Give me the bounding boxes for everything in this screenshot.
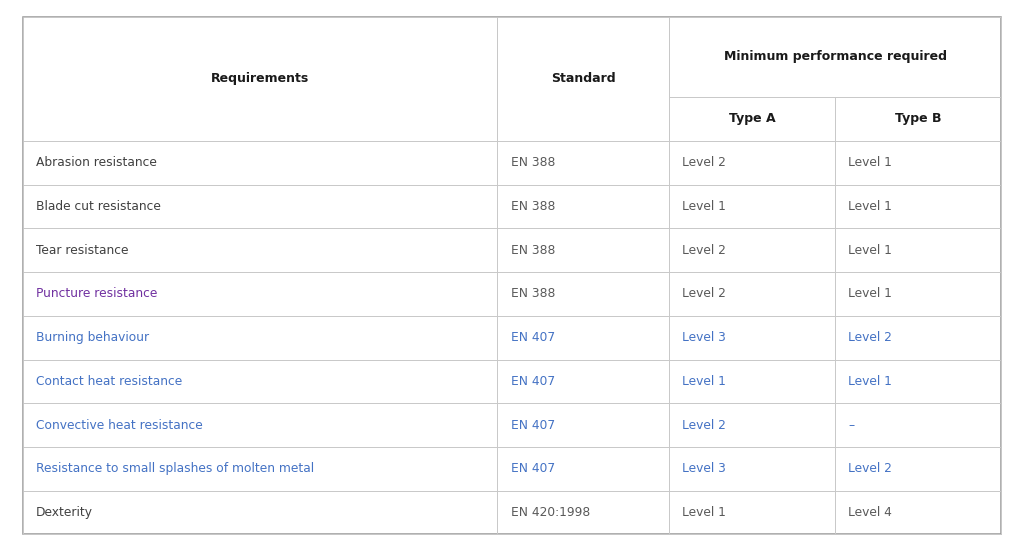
Text: Level 1: Level 1 — [848, 200, 892, 213]
Text: EN 407: EN 407 — [511, 419, 555, 431]
Text: Burning behaviour: Burning behaviour — [36, 331, 148, 344]
Text: Contact heat resistance: Contact heat resistance — [36, 375, 182, 388]
Text: Convective heat resistance: Convective heat resistance — [36, 419, 203, 431]
Text: EN 407: EN 407 — [511, 462, 555, 476]
Text: Level 1: Level 1 — [682, 375, 726, 388]
Text: Level 3: Level 3 — [682, 462, 726, 476]
Text: Level 2: Level 2 — [682, 244, 726, 257]
Text: Type A: Type A — [728, 112, 775, 125]
Text: Level 1: Level 1 — [848, 375, 892, 388]
Text: EN 388: EN 388 — [511, 200, 555, 213]
Text: Level 4: Level 4 — [848, 506, 892, 519]
Text: Level 2: Level 2 — [848, 331, 892, 344]
Text: Level 1: Level 1 — [848, 156, 892, 169]
Text: Level 2: Level 2 — [682, 288, 726, 300]
Text: Tear resistance: Tear resistance — [36, 244, 128, 257]
Text: Level 2: Level 2 — [848, 462, 892, 476]
Text: EN 388: EN 388 — [511, 244, 555, 257]
Text: EN 388: EN 388 — [511, 288, 555, 300]
Text: Level 1: Level 1 — [848, 244, 892, 257]
Text: EN 388: EN 388 — [511, 156, 555, 169]
Text: Minimum performance required: Minimum performance required — [724, 50, 946, 63]
Text: Abrasion resistance: Abrasion resistance — [36, 156, 157, 169]
Text: Level 2: Level 2 — [682, 156, 726, 169]
Text: EN 407: EN 407 — [511, 375, 555, 388]
Text: Level 1: Level 1 — [682, 506, 726, 519]
Text: Level 1: Level 1 — [848, 288, 892, 300]
Text: Requirements: Requirements — [211, 72, 309, 85]
Text: Puncture resistance: Puncture resistance — [36, 288, 158, 300]
Text: EN 407: EN 407 — [511, 331, 555, 344]
Text: Standard: Standard — [551, 72, 615, 85]
Text: Type B: Type B — [895, 112, 941, 125]
Text: Resistance to small splashes of molten metal: Resistance to small splashes of molten m… — [36, 462, 314, 476]
Text: Blade cut resistance: Blade cut resistance — [36, 200, 161, 213]
Text: Level 1: Level 1 — [682, 200, 726, 213]
Text: Level 3: Level 3 — [682, 331, 726, 344]
Text: –: – — [848, 419, 854, 431]
Text: Level 2: Level 2 — [682, 419, 726, 431]
Text: EN 420:1998: EN 420:1998 — [511, 506, 590, 519]
Text: Dexterity: Dexterity — [36, 506, 93, 519]
